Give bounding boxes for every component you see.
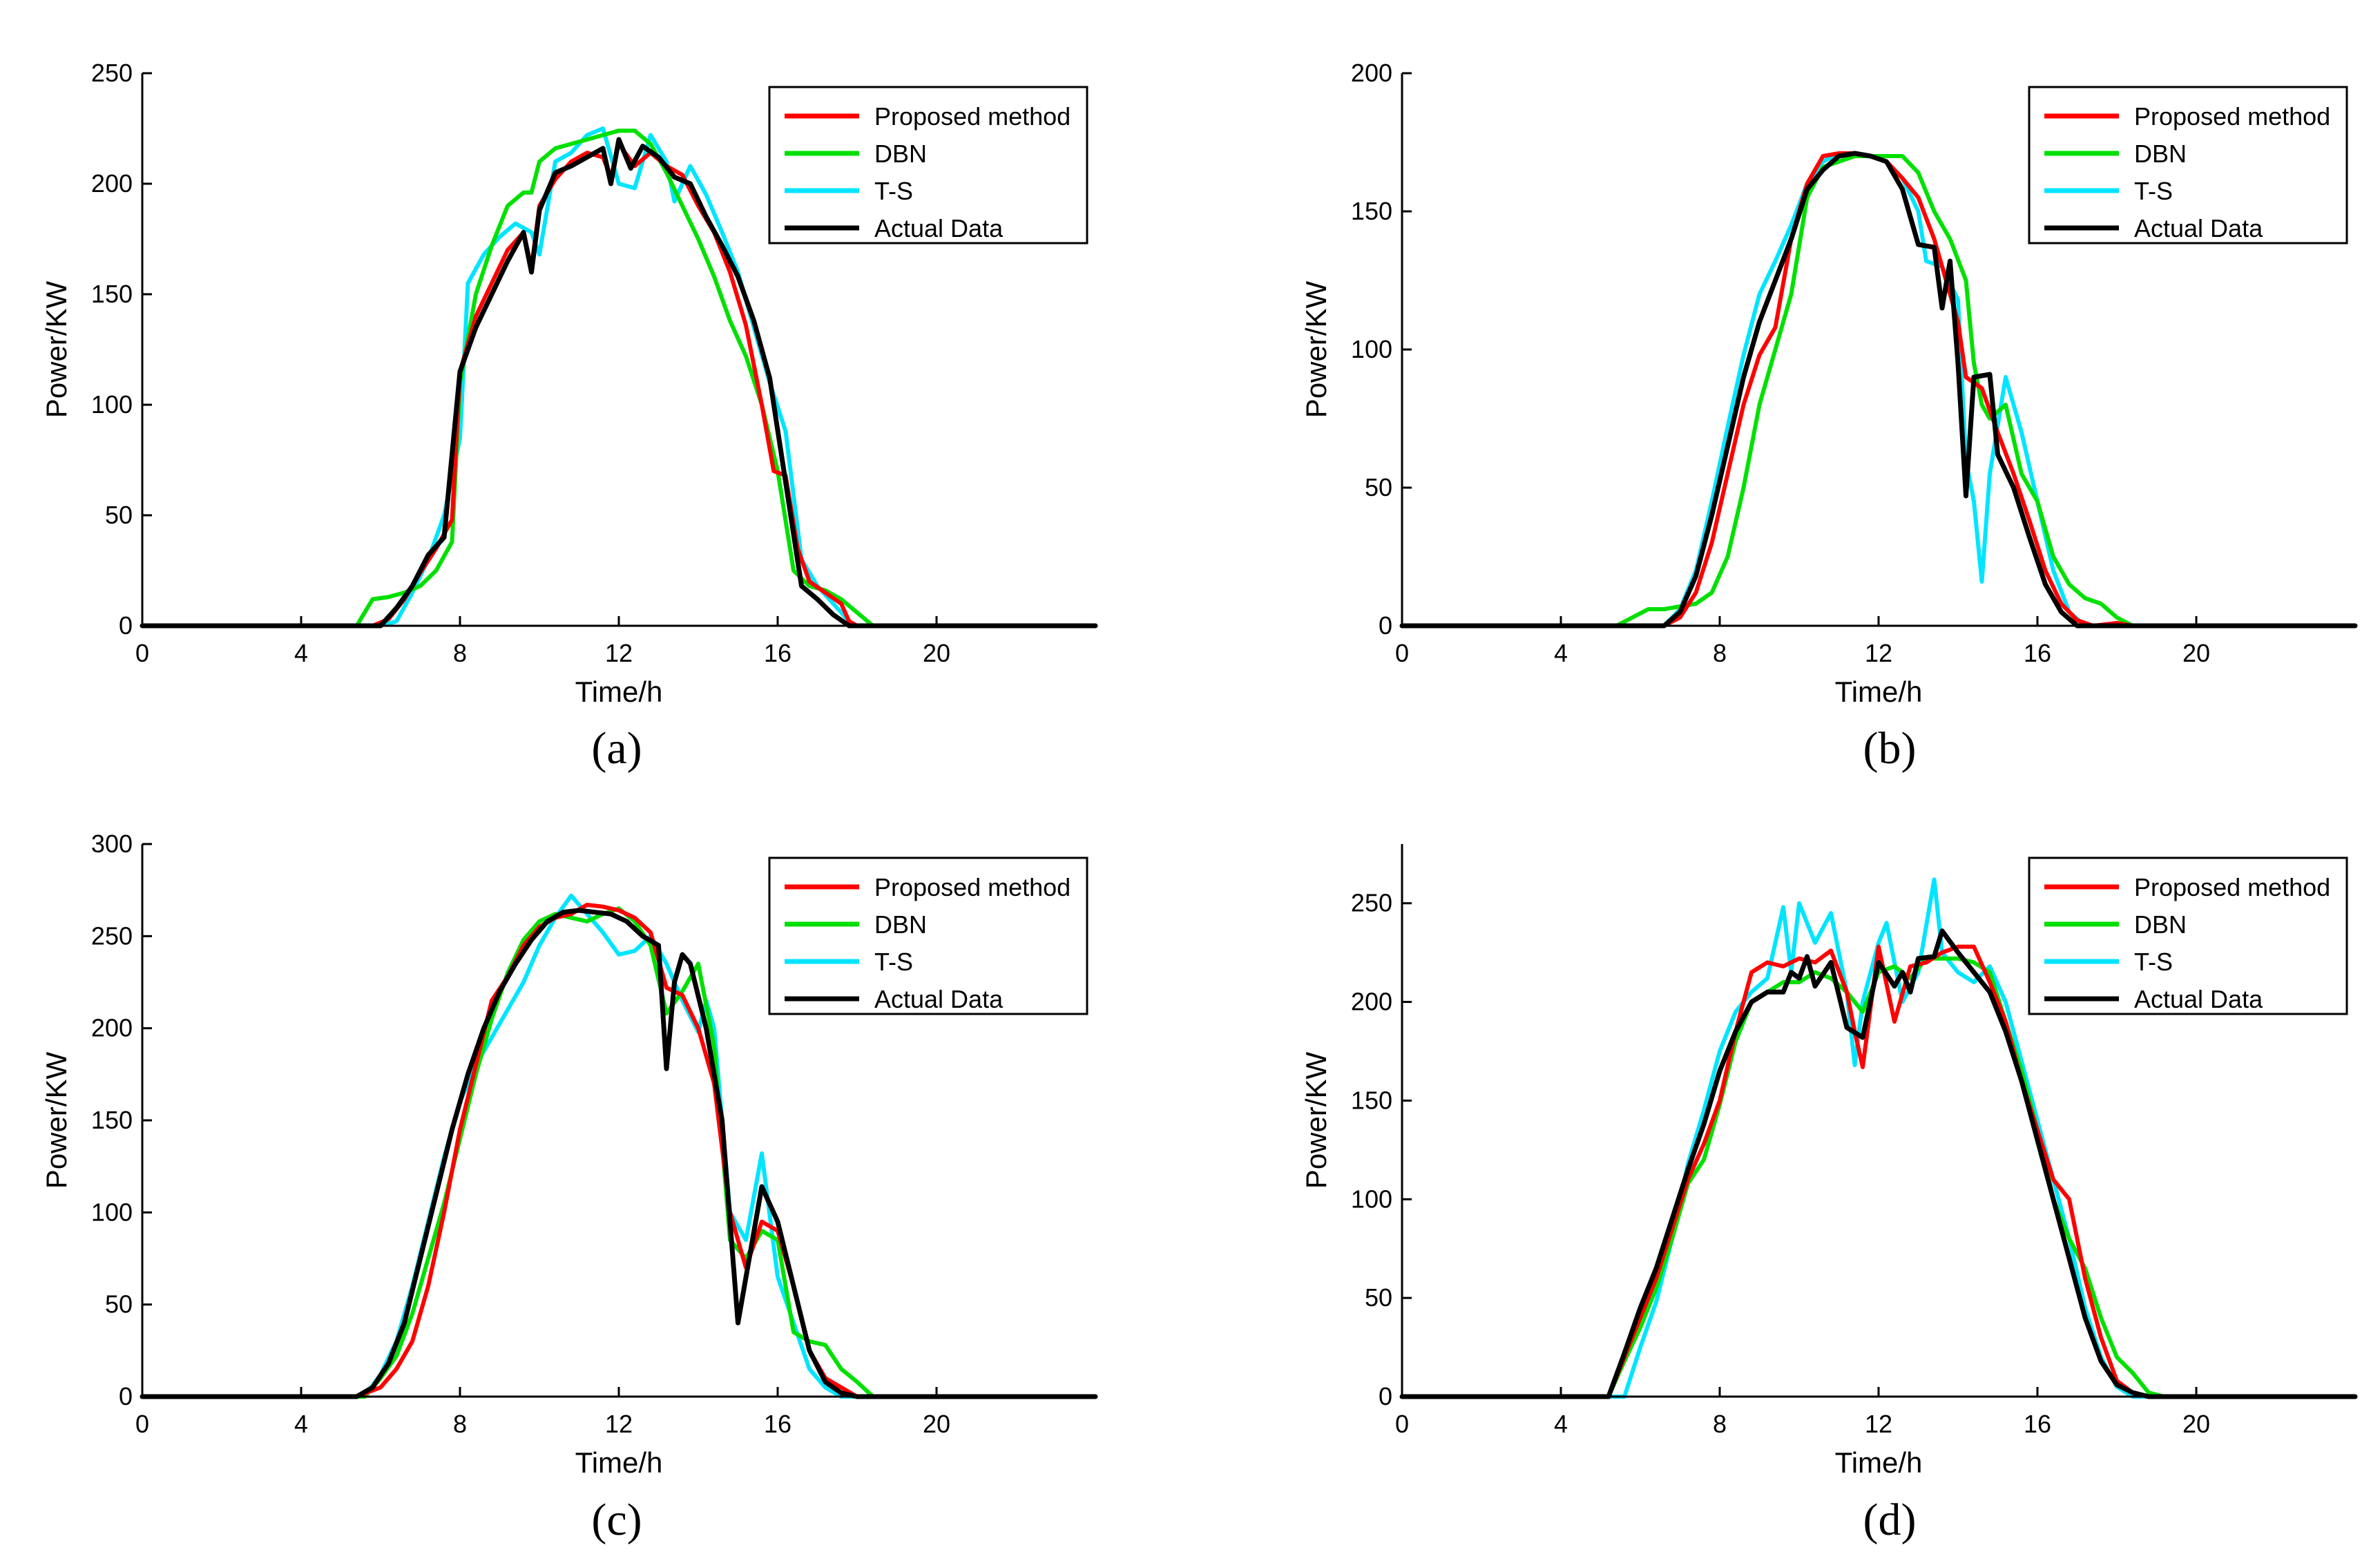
x-tick-label: 0 [1395, 639, 1409, 667]
chart-panel-4: 0 4 8 12 16 20050100150200250Time/hPower/KWPr… [1300, 844, 2358, 1545]
x-tick-label: 4 [1554, 639, 1568, 667]
legend: Proposed method DBN T-S Actual Data [768, 856, 1088, 1015]
chart-panel-3: 0 4 8 12 16 20050100150200250300Time/hPower/K… [40, 830, 1098, 1545]
x-tick-label: 4 [1554, 1410, 1568, 1438]
legend-label: Actual Data [2134, 214, 2263, 242]
legend-label: DBN [874, 140, 927, 168]
y-axis-label: Power/KW [1300, 280, 1332, 418]
legend-label: T-S [2134, 177, 2173, 205]
legend-label: Actual Data [874, 985, 1004, 1013]
series-line-actual-data [1399, 928, 2358, 1399]
x-tick-label: 4 [294, 1410, 308, 1438]
y-tick-label: 300 [91, 830, 133, 858]
x-tick-label: 20 [2182, 1410, 2210, 1438]
series-line-actual-data [140, 908, 1098, 1399]
legend-label: Actual Data [874, 214, 1004, 242]
x-tick-label: 12 [605, 639, 633, 667]
y-tick-label: 0 [1379, 611, 1392, 640]
x-tick-label: 12 [605, 1410, 633, 1438]
y-axis-label: Power/KW [1300, 1051, 1332, 1189]
y-tick-label: 150 [1351, 197, 1392, 225]
x-tick-label: 20 [923, 1410, 950, 1438]
y-tick-label: 0 [119, 1382, 133, 1410]
y-tick-label: 100 [1351, 335, 1392, 363]
legend-label: Proposed method [874, 873, 1071, 901]
legend-label: DBN [2134, 140, 2187, 168]
y-tick-label: 250 [91, 921, 133, 950]
x-axis-label: Time/h [575, 676, 663, 708]
x-tick-label: 0 [135, 639, 149, 667]
figure-caption: (c) [591, 1495, 642, 1545]
y-tick-label: 50 [1365, 1283, 1392, 1312]
x-tick-label: 0 [135, 1410, 149, 1438]
legend-label: T-S [874, 177, 913, 205]
series-line-dbn [1400, 154, 2357, 628]
legend-label: Proposed method [2134, 873, 2330, 901]
x-tick-label: 16 [764, 639, 791, 667]
x-tick-label: 8 [453, 1410, 467, 1438]
y-tick-label: 50 [105, 1290, 133, 1319]
y-axis-label: Power/KW [40, 280, 73, 418]
x-tick-label: 8 [1713, 1410, 1727, 1438]
series-line-proposed-method [1400, 151, 2357, 628]
legend-label: T-S [2134, 948, 2173, 976]
y-tick-label: 0 [1379, 1382, 1392, 1410]
x-tick-label: 16 [764, 1410, 791, 1438]
series-line-dbn [140, 128, 1097, 628]
y-tick-label: 100 [91, 1198, 133, 1226]
legend-label: Proposed method [2134, 102, 2330, 131]
y-tick-label: 50 [105, 501, 133, 529]
series-line-dbn [1400, 956, 2357, 1399]
y-tick-label: 150 [1351, 1086, 1392, 1114]
legend-box [2028, 856, 2348, 1015]
legend-label: DBN [2134, 910, 2187, 939]
x-axis-label: Time/h [1835, 676, 1923, 708]
y-tick-label: 200 [91, 169, 133, 198]
x-tick-label: 20 [2182, 639, 2210, 667]
y-tick-label: 200 [1351, 988, 1392, 1016]
legend-label: T-S [874, 948, 913, 976]
series-line-actual-data [140, 137, 1098, 629]
x-tick-label: 12 [1865, 1410, 1892, 1438]
x-tick-label: 8 [1713, 639, 1727, 667]
y-axis-label: Power/KW [40, 1051, 73, 1189]
x-tick-label: 8 [453, 639, 467, 667]
x-tick-label: 16 [2024, 639, 2051, 667]
figure-caption: (b) [1863, 723, 1917, 774]
legend: Proposed method DBN T-S Actual Data [2028, 856, 2348, 1015]
legend-label: Proposed method [874, 102, 1071, 131]
x-tick-label: 0 [1395, 1410, 1409, 1438]
x-tick-label: 16 [2024, 1410, 2051, 1438]
chart-panel-2: 0 4 8 12 16 20050100150200Time/hPower/KWPropo… [1300, 59, 2358, 774]
x-axis-label: Time/h [1835, 1446, 1923, 1479]
legend: Proposed method DBN T-S Actual Data [768, 86, 1088, 245]
legend: Proposed method DBN T-S Actual Data [2028, 86, 2348, 245]
chart-panel-1: 0 4 8 12 16 20050100150200250Time/hPower/KWPr… [40, 59, 1098, 774]
y-tick-label: 150 [91, 280, 133, 308]
legend-label: DBN [874, 910, 927, 939]
y-tick-label: 100 [1351, 1185, 1392, 1213]
y-tick-label: 200 [1351, 59, 1392, 87]
figure-caption: (a) [591, 723, 642, 774]
y-tick-label: 150 [91, 1106, 133, 1134]
legend-box [768, 86, 1088, 245]
legend-label: Actual Data [2134, 985, 2263, 1013]
y-tick-label: 200 [91, 1014, 133, 1042]
series-line-actual-data [1399, 151, 2358, 629]
x-tick-label: 12 [1865, 639, 1892, 667]
y-tick-label: 250 [91, 59, 133, 87]
figure-caption: (d) [1863, 1495, 1917, 1545]
y-tick-label: 250 [1351, 889, 1392, 917]
y-tick-label: 0 [119, 611, 133, 640]
x-axis-label: Time/h [575, 1446, 663, 1479]
x-tick-label: 4 [294, 639, 308, 667]
legend-box [768, 856, 1088, 1015]
x-tick-label: 20 [923, 639, 950, 667]
y-tick-label: 100 [91, 390, 133, 419]
y-tick-label: 50 [1365, 473, 1392, 501]
legend-box [2028, 86, 2348, 245]
